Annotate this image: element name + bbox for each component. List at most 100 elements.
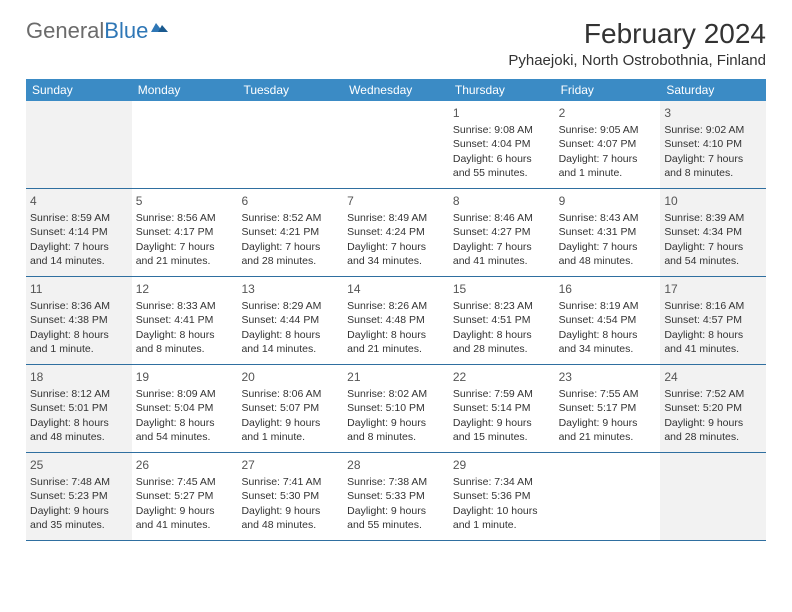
day-sun-info: Sunrise: 8:19 AMSunset: 4:54 PMDaylight:…	[559, 299, 657, 356]
day-sun-info: Sunrise: 7:34 AMSunset: 5:36 PMDaylight:…	[453, 475, 551, 532]
day-cell	[26, 101, 132, 188]
day-cell: 20 Sunrise: 8:06 AMSunset: 5:07 PMDayligh…	[237, 365, 343, 452]
day-cell: 27 Sunrise: 7:41 AMSunset: 5:30 PMDayligh…	[237, 453, 343, 540]
day-number: 4	[30, 193, 128, 209]
logo-flag-icon	[150, 18, 170, 36]
weekday-header-row: Sunday Monday Tuesday Wednesday Thursday…	[26, 79, 766, 101]
day-number: 12	[136, 281, 234, 297]
day-number: 28	[347, 457, 445, 473]
day-sun-info: Sunrise: 9:02 AMSunset: 4:10 PMDaylight:…	[664, 123, 762, 180]
day-sun-info: Sunrise: 8:09 AMSunset: 5:04 PMDaylight:…	[136, 387, 234, 444]
day-number: 18	[30, 369, 128, 385]
day-number: 20	[241, 369, 339, 385]
day-sun-info: Sunrise: 7:45 AMSunset: 5:27 PMDaylight:…	[136, 475, 234, 532]
day-cell: 6Sunrise: 8:52 AMSunset: 4:21 PMDaylight…	[237, 189, 343, 276]
day-number: 13	[241, 281, 339, 297]
day-sun-info: Sunrise: 8:26 AMSunset: 4:48 PMDaylight:…	[347, 299, 445, 356]
day-number: 15	[453, 281, 551, 297]
day-cell: 22 Sunrise: 7:59 AMSunset: 5:14 PMDayligh…	[449, 365, 555, 452]
day-cell: 17Sunrise: 8:16 AMSunset: 4:57 PMDayligh…	[660, 277, 766, 364]
day-sun-info: Sunrise: 8:06 AMSunset: 5:07 PMDaylight:…	[241, 387, 339, 444]
day-cell	[132, 101, 238, 188]
day-sun-info: Sunrise: 8:23 AMSunset: 4:51 PMDaylight:…	[453, 299, 551, 356]
day-cell	[237, 101, 343, 188]
location-label: Pyhaejoki, North Ostrobothnia, Finland	[508, 52, 766, 69]
weeks-container: 1 Sunrise: 9:08 AMSunset: 4:04 PMDaylight…	[26, 101, 766, 541]
logo-text-gray: General	[26, 18, 104, 44]
calendar-page: GeneralBlue February 2024 Pyhaejoki, Nor…	[0, 0, 792, 559]
day-sun-info: Sunrise: 8:33 AMSunset: 4:41 PMDaylight:…	[136, 299, 234, 356]
day-number: 5	[136, 193, 234, 209]
day-cell: 28 Sunrise: 7:38 AMSunset: 5:33 PMDayligh…	[343, 453, 449, 540]
day-sun-info: Sunrise: 7:41 AMSunset: 5:30 PMDaylight:…	[241, 475, 339, 532]
day-number: 3	[664, 105, 762, 121]
day-cell: 29Sunrise: 7:34 AMSunset: 5:36 PMDayligh…	[449, 453, 555, 540]
day-cell: 23 Sunrise: 7:55 AMSunset: 5:17 PMDayligh…	[555, 365, 661, 452]
week-row: 18 Sunrise: 8:12 AMSunset: 5:01 PMDayligh…	[26, 365, 766, 453]
day-number: 27	[241, 457, 339, 473]
weekday-header: Saturday	[660, 79, 766, 101]
weekday-header: Tuesday	[237, 79, 343, 101]
day-sun-info: Sunrise: 8:46 AMSunset: 4:27 PMDaylight:…	[453, 211, 551, 268]
day-number: 8	[453, 193, 551, 209]
day-number: 26	[136, 457, 234, 473]
day-number: 19	[136, 369, 234, 385]
day-cell: 8 Sunrise: 8:46 AMSunset: 4:27 PMDaylight…	[449, 189, 555, 276]
week-row: 1 Sunrise: 9:08 AMSunset: 4:04 PMDaylight…	[26, 101, 766, 189]
day-sun-info: Sunrise: 9:05 AMSunset: 4:07 PMDaylight:…	[559, 123, 657, 180]
day-sun-info: Sunrise: 7:48 AMSunset: 5:23 PMDaylight:…	[30, 475, 128, 532]
weekday-header: Thursday	[449, 79, 555, 101]
logo-text-blue: Blue	[104, 18, 148, 44]
day-cell: 15 Sunrise: 8:23 AMSunset: 4:51 PMDayligh…	[449, 277, 555, 364]
day-number: 22	[453, 369, 551, 385]
day-sun-info: Sunrise: 8:39 AMSunset: 4:34 PMDaylight:…	[664, 211, 762, 268]
day-number: 9	[559, 193, 657, 209]
weekday-header: Wednesday	[343, 79, 449, 101]
day-cell: 24Sunrise: 7:52 AMSunset: 5:20 PMDayligh…	[660, 365, 766, 452]
day-sun-info: Sunrise: 7:59 AMSunset: 5:14 PMDaylight:…	[453, 387, 551, 444]
day-cell: 21Sunrise: 8:02 AMSunset: 5:10 PMDayligh…	[343, 365, 449, 452]
day-cell	[555, 453, 661, 540]
day-number: 25	[30, 457, 128, 473]
day-cell	[343, 101, 449, 188]
day-sun-info: Sunrise: 8:56 AMSunset: 4:17 PMDaylight:…	[136, 211, 234, 268]
day-number: 6	[241, 193, 339, 209]
day-cell: 7 Sunrise: 8:49 AMSunset: 4:24 PMDaylight…	[343, 189, 449, 276]
day-number: 10	[664, 193, 762, 209]
title-block: February 2024 Pyhaejoki, North Ostroboth…	[508, 18, 766, 69]
weekday-header: Monday	[132, 79, 238, 101]
day-cell: 3 Sunrise: 9:02 AMSunset: 4:10 PMDaylight…	[660, 101, 766, 188]
day-sun-info: Sunrise: 8:29 AMSunset: 4:44 PMDaylight:…	[241, 299, 339, 356]
day-number: 14	[347, 281, 445, 297]
day-cell: 18 Sunrise: 8:12 AMSunset: 5:01 PMDayligh…	[26, 365, 132, 452]
week-row: 4Sunrise: 8:59 AMSunset: 4:14 PMDaylight…	[26, 189, 766, 277]
day-cell: 9 Sunrise: 8:43 AMSunset: 4:31 PMDaylight…	[555, 189, 661, 276]
day-number: 7	[347, 193, 445, 209]
day-number: 24	[664, 369, 762, 385]
day-cell: 14 Sunrise: 8:26 AMSunset: 4:48 PMDayligh…	[343, 277, 449, 364]
week-row: 11Sunrise: 8:36 AMSunset: 4:38 PMDayligh…	[26, 277, 766, 365]
day-cell: 10 Sunrise: 8:39 AMSunset: 4:34 PMDayligh…	[660, 189, 766, 276]
calendar-grid: Sunday Monday Tuesday Wednesday Thursday…	[26, 79, 766, 541]
weekday-header: Friday	[555, 79, 661, 101]
day-number: 17	[664, 281, 762, 297]
day-number: 23	[559, 369, 657, 385]
weekday-header: Sunday	[26, 79, 132, 101]
day-sun-info: Sunrise: 8:36 AMSunset: 4:38 PMDaylight:…	[30, 299, 128, 356]
day-cell: 19 Sunrise: 8:09 AMSunset: 5:04 PMDayligh…	[132, 365, 238, 452]
day-cell: 12 Sunrise: 8:33 AMSunset: 4:41 PMDayligh…	[132, 277, 238, 364]
day-number: 1	[453, 105, 551, 121]
page-header: GeneralBlue February 2024 Pyhaejoki, Nor…	[26, 18, 766, 69]
day-sun-info: Sunrise: 7:55 AMSunset: 5:17 PMDaylight:…	[559, 387, 657, 444]
day-cell: 2Sunrise: 9:05 AMSunset: 4:07 PMDaylight…	[555, 101, 661, 188]
logo: GeneralBlue	[26, 18, 170, 44]
day-sun-info: Sunrise: 7:38 AMSunset: 5:33 PMDaylight:…	[347, 475, 445, 532]
day-cell: 13 Sunrise: 8:29 AMSunset: 4:44 PMDayligh…	[237, 277, 343, 364]
day-sun-info: Sunrise: 9:08 AMSunset: 4:04 PMDaylight:…	[453, 123, 551, 180]
month-title: February 2024	[508, 18, 766, 50]
day-sun-info: Sunrise: 8:43 AMSunset: 4:31 PMDaylight:…	[559, 211, 657, 268]
day-sun-info: Sunrise: 8:12 AMSunset: 5:01 PMDaylight:…	[30, 387, 128, 444]
day-cell: 4Sunrise: 8:59 AMSunset: 4:14 PMDaylight…	[26, 189, 132, 276]
week-row: 25 Sunrise: 7:48 AMSunset: 5:23 PMDayligh…	[26, 453, 766, 541]
day-sun-info: Sunrise: 8:49 AMSunset: 4:24 PMDaylight:…	[347, 211, 445, 268]
